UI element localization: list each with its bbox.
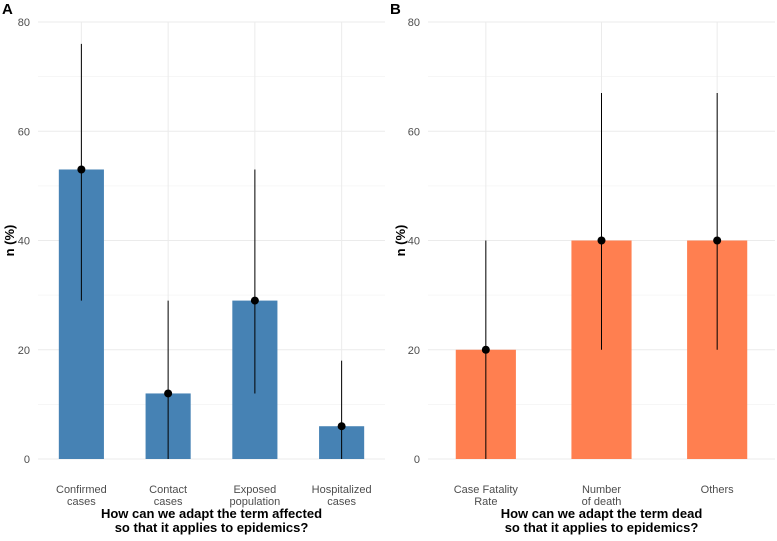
panel-b: 0 20 40 60 80 Case Fatality Rate Number of death… <box>390 1 775 535</box>
x-category-label: Number of death <box>582 484 622 508</box>
x-axis-title: How can we adapt the term affected so tha… <box>101 506 322 535</box>
y-tick-label: 20 <box>408 345 420 357</box>
panel-letter: A <box>2 1 13 18</box>
y-tick-label: 80 <box>408 17 420 29</box>
y-tick-label: 0 <box>24 454 30 466</box>
x-category-label: Exposed population <box>229 484 280 508</box>
y-tick-label: 60 <box>408 126 420 138</box>
data-point <box>713 236 722 245</box>
x-category-label: Case Fatality Rate <box>454 484 519 508</box>
y-axis-title: n (%) <box>393 225 408 257</box>
x-category-label: Confirmed cases <box>56 484 107 508</box>
data-point <box>337 422 346 431</box>
x-axis-title: How can we adapt the term dead so that it… <box>501 506 703 535</box>
y-tick-label: 0 <box>414 454 420 466</box>
y-tick-label: 20 <box>18 345 30 357</box>
x-category-label: Hospitalized cases <box>312 484 372 508</box>
y-tick-label: 40 <box>408 236 420 248</box>
x-category-label: Others <box>701 484 735 496</box>
x-category-label: Contact cases <box>149 484 187 508</box>
y-tick-label: 80 <box>18 17 30 29</box>
data-point <box>164 389 173 398</box>
y-tick-label: 40 <box>18 236 30 248</box>
data-point <box>77 165 86 174</box>
data-point <box>597 236 606 245</box>
panel-letter: B <box>390 1 401 18</box>
panel-a: 0 20 40 60 80 Confirmed cases Contact cases Expos… <box>2 1 385 535</box>
y-tick-label: 60 <box>18 126 30 138</box>
data-point <box>481 345 490 354</box>
data-point <box>250 296 259 305</box>
y-axis-title: n (%) <box>2 225 17 257</box>
